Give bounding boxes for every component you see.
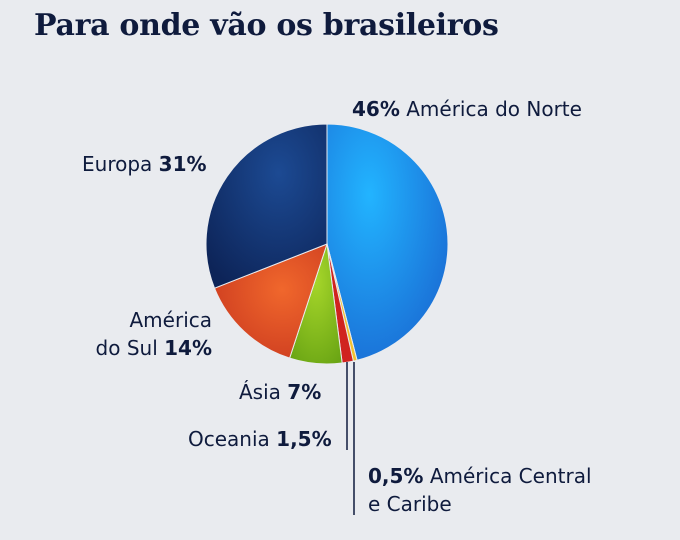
label-north-america-name: América do Norte [406,97,582,121]
label-south-america-line2: do Sul [95,336,158,360]
label-central-america-line2: e Caribe [368,492,452,516]
label-oceania-name: Oceania [188,427,270,451]
label-europe: Europa 31% [82,150,207,178]
label-asia-name: Ásia [239,380,281,404]
label-north-america: 46% América do Norte [352,95,582,123]
label-central-america: 0,5% América Central e Caribe [368,462,592,518]
pie-slice-europa [205,123,328,289]
label-europe-pct: 31% [158,152,207,176]
label-europe-name: Europa [82,152,153,176]
label-central-america-line1: América Central [429,464,592,488]
label-south-america-pct: 14% [164,336,212,360]
pie-slice-américa-do-sul [213,243,328,359]
pie-slice-américa-do-norte [326,123,449,361]
label-oceania-pct: 1,5% [276,427,332,451]
label-north-america-pct: 46% [352,97,400,121]
label-asia-pct: 7% [287,380,322,404]
label-central-america-pct: 0,5% [368,464,424,488]
chart-title: Para onde vão os brasileiros [34,8,499,43]
label-asia: Ásia 7% [239,378,321,406]
label-south-america-line1: América [129,308,213,332]
label-south-america: América do Sul 14% [96,306,212,362]
label-oceania: Oceania 1,5% [188,425,332,453]
